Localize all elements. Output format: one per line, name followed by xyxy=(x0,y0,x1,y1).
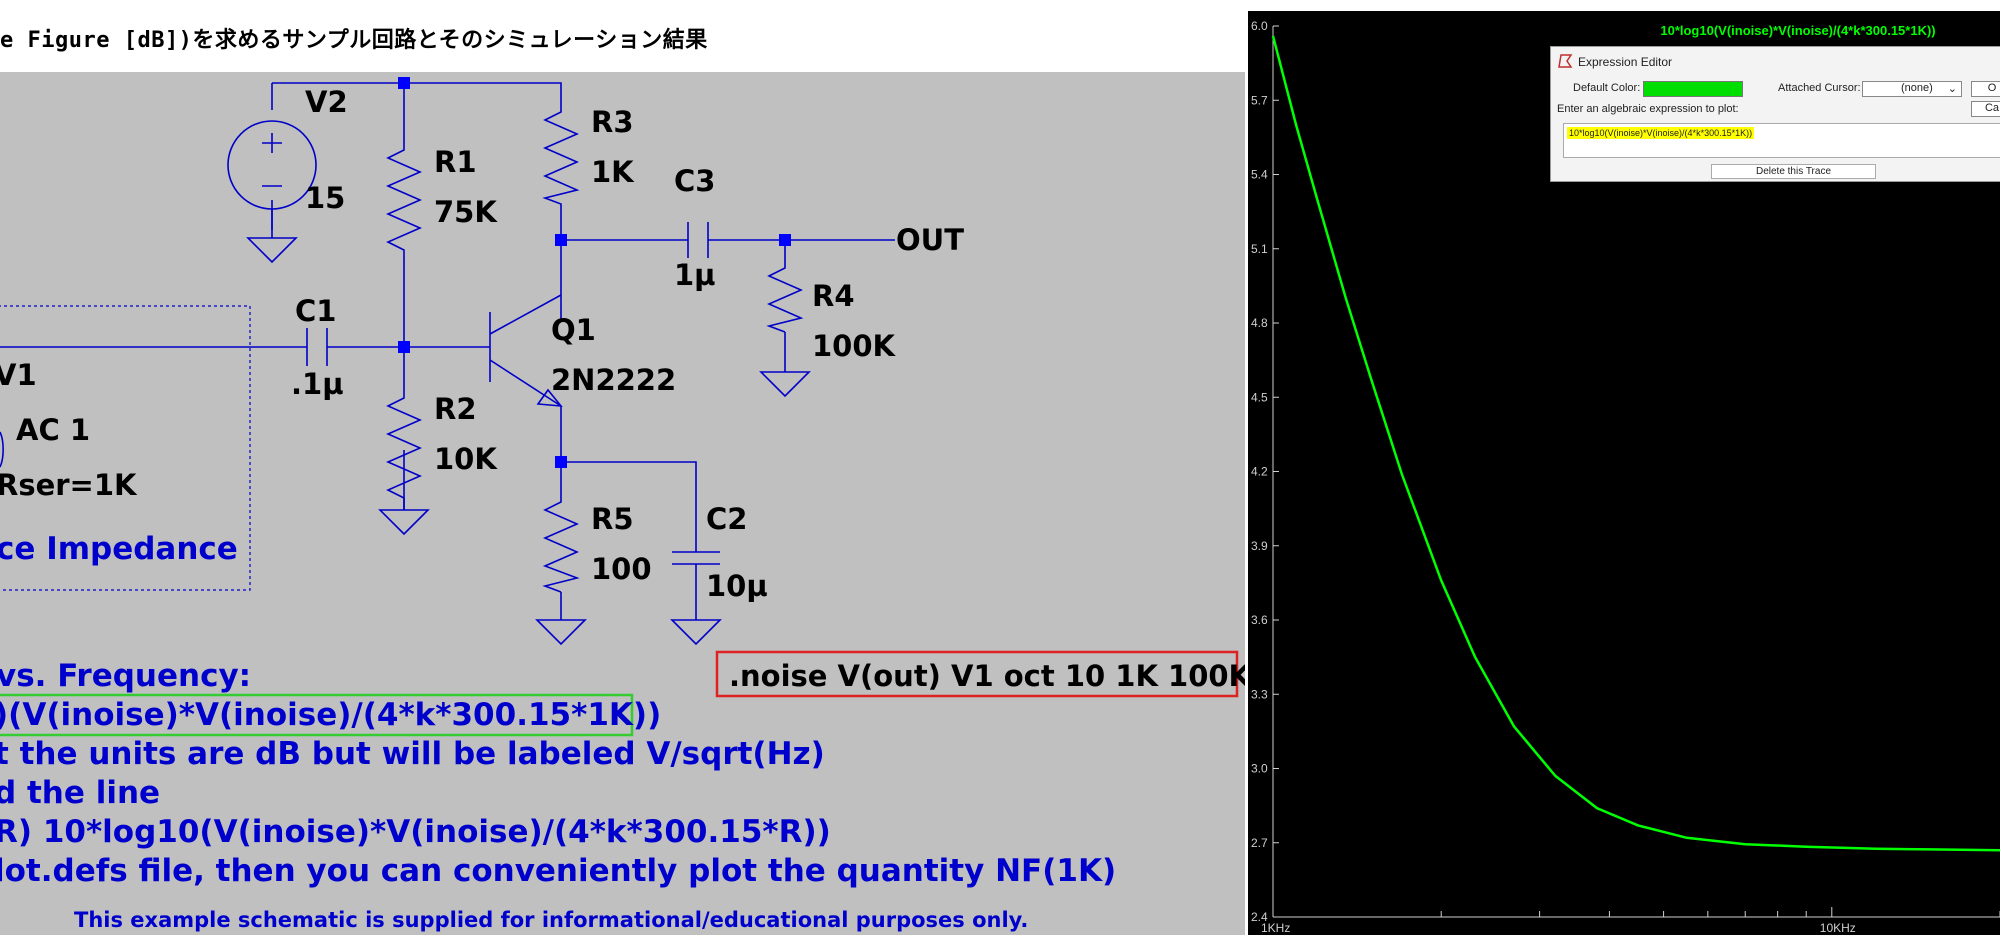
expression-prompt: Enter an algebraic expression to plot: xyxy=(1557,103,1739,115)
y-tick-label: 2.4 xyxy=(1251,910,1268,924)
y-tick-label: 2.7 xyxy=(1251,836,1268,850)
source-impedance-label: ce Impedance xyxy=(0,531,238,567)
ok-button[interactable]: O xyxy=(1971,81,2000,97)
expression-value: 10*log10(V(inoise)*V(inoise)/(4*k*300.15… xyxy=(1567,127,1755,139)
v1-value: AC 1 xyxy=(16,413,90,447)
c2-value: 10µ xyxy=(706,569,768,603)
y-tick-label: 3.6 xyxy=(1251,613,1268,627)
x-tick-label: 1KHz xyxy=(1261,921,1290,935)
noise-figure-trace xyxy=(1271,35,2000,852)
r5-label: R5 xyxy=(591,502,634,536)
trace-title[interactable]: 10*log10(V(inoise)*V(inoise)/(4*k*300.15… xyxy=(1660,23,1936,38)
c3-label: C3 xyxy=(674,164,715,198)
r5-value: 100 xyxy=(591,552,652,586)
delete-trace-button[interactable]: Delete this Trace xyxy=(1711,164,1876,179)
c3-value: 1µ xyxy=(674,258,716,292)
expression-editor-dialog[interactable]: Expression Editor Default Color: Attache… xyxy=(1550,46,2000,182)
expression-highlight-box xyxy=(0,693,634,737)
attached-cursor-label: Attached Cursor: xyxy=(1778,82,1861,94)
r4-value: 100K xyxy=(812,329,897,363)
note-line-1: vs. Frequency: xyxy=(0,658,251,694)
c2-label: C2 xyxy=(706,502,747,536)
default-color-dropdown[interactable] xyxy=(1643,81,1743,97)
r2-resistor[interactable] xyxy=(378,390,430,536)
y-tick-label: 3.3 xyxy=(1251,687,1268,701)
attached-cursor-dropdown[interactable]: (none) ⌄ xyxy=(1862,81,1962,97)
r2-value: 10K xyxy=(434,442,498,476)
default-color-label: Default Color: xyxy=(1573,82,1641,94)
c1-capacitor[interactable] xyxy=(306,328,328,366)
note-line-2: )(V(inoise)*V(inoise)/(4*k*300.15*1K)) xyxy=(0,697,661,733)
r4-label: R4 xyxy=(812,279,855,313)
expression-input[interactable]: 10*log10(V(inoise)*V(inoise)/(4*k*300.15… xyxy=(1563,123,2000,158)
r3-label: R3 xyxy=(591,105,634,139)
x-tick-label: 10KHz xyxy=(1820,921,1856,935)
junction-nodes xyxy=(398,77,791,468)
y-tick-label: 4.8 xyxy=(1251,316,1268,330)
note-line-3: t the units are dB but will be labeled V… xyxy=(0,736,825,772)
y-tick-label: 3.0 xyxy=(1251,762,1268,776)
y-tick-label: 5.7 xyxy=(1251,93,1268,107)
r1-label: R1 xyxy=(434,145,477,179)
v2-label: V2 xyxy=(305,85,348,119)
r1-resistor[interactable] xyxy=(386,140,422,262)
c1-label: C1 xyxy=(295,294,336,328)
chevron-down-icon: ⌄ xyxy=(1947,83,1957,95)
schematic-canvas[interactable]: V2 15 R1 75K R3 1K C3 1µ OUT R4 100K C1 … xyxy=(0,72,1245,935)
y-tick-label: 4.2 xyxy=(1251,465,1268,479)
window-title: e Figure [dB])を求めるサンプル回路とそのシミュレーション結果 xyxy=(0,28,708,53)
v1-rser: Rser=1K xyxy=(0,468,138,502)
v1-source-symbol[interactable] xyxy=(0,305,251,591)
q1-label: Q1 xyxy=(551,313,596,347)
schematic-drawing: V2 15 R1 75K R3 1K C3 1µ OUT R4 100K C1 … xyxy=(0,77,1245,932)
disclaimer-text: This example schematic is supplied for i… xyxy=(74,908,1028,932)
note-line-4: d the line xyxy=(0,775,160,811)
out-label: OUT xyxy=(896,223,964,257)
r3-resistor[interactable] xyxy=(542,100,580,210)
c3-capacitor[interactable] xyxy=(687,222,709,258)
q1-transistor[interactable] xyxy=(489,294,563,462)
y-tick-label: 6.0 xyxy=(1251,19,1268,33)
y-tick-label: 5.1 xyxy=(1251,242,1268,256)
y-tick-label: 5.4 xyxy=(1251,168,1268,182)
r4-resistor[interactable] xyxy=(759,260,811,398)
directive-box xyxy=(715,650,1239,698)
expression-editor-icon xyxy=(1557,53,1573,72)
v2-value: 15 xyxy=(305,181,345,215)
r1-value: 75K xyxy=(434,195,498,229)
q1-model: 2N2222 xyxy=(551,363,676,397)
v1-label: V1 xyxy=(0,358,37,392)
r3-value: 1K xyxy=(591,155,635,189)
attached-cursor-value: (none) xyxy=(1901,82,1933,94)
v2-source-symbol[interactable] xyxy=(227,120,317,264)
c1-value: .1µ xyxy=(291,367,344,401)
window-title-bar: e Figure [dB])を求めるサンプル回路とそのシミュレーション結果 xyxy=(0,0,1245,72)
y-tick-label: 3.9 xyxy=(1251,539,1268,553)
r2-label: R2 xyxy=(434,392,477,426)
c2-capacitor[interactable] xyxy=(670,551,722,646)
note-line-6: lot.defs file, then you can conveniently… xyxy=(0,853,1116,889)
chart-svg: 6.05.75.45.14.84.54.23.93.63.33.02.72.41… xyxy=(1251,19,2000,935)
note-line-5: R) 10*log10(V(inoise)*V(inoise)/(4*k*300… xyxy=(0,814,831,850)
y-tick-label: 4.5 xyxy=(1251,390,1268,404)
r5-resistor[interactable] xyxy=(535,492,587,646)
expression-editor-title: Expression Editor xyxy=(1578,55,1673,69)
noise-directive[interactable]: .noise V(out) V1 oct 10 1K 100K xyxy=(729,659,1245,693)
cancel-button[interactable]: Ca xyxy=(1971,101,2000,117)
